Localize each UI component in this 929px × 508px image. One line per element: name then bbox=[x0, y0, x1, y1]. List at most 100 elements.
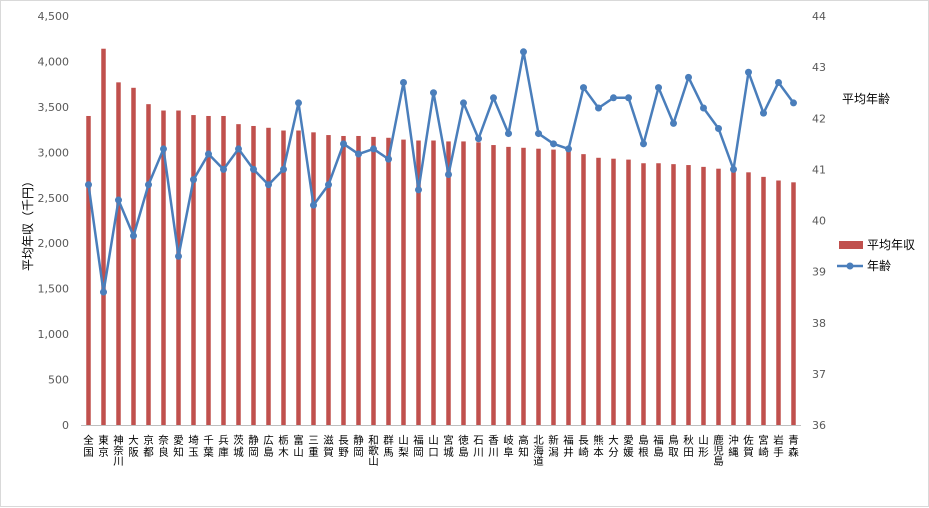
category-label: 大分 bbox=[608, 433, 619, 458]
age-marker bbox=[160, 145, 167, 153]
right-tick-label: 36 bbox=[812, 419, 826, 432]
age-marker bbox=[325, 181, 332, 189]
right-tick-label: 39 bbox=[812, 266, 826, 279]
right-axis-title: 平均年齢 bbox=[842, 91, 890, 106]
category-label: 佐賀 bbox=[743, 433, 754, 458]
age-marker bbox=[445, 170, 452, 178]
bar bbox=[401, 139, 406, 425]
bar bbox=[581, 154, 586, 425]
age-marker bbox=[340, 140, 347, 148]
bar bbox=[776, 180, 781, 425]
category-label: 和歌山 bbox=[368, 434, 379, 467]
left-tick-label: 2,000 bbox=[38, 237, 70, 250]
age-marker bbox=[745, 68, 752, 76]
left-axis-title: 平均年収（千円） bbox=[21, 175, 35, 271]
category-label: 新潟 bbox=[548, 433, 559, 458]
age-marker bbox=[430, 89, 437, 97]
age-marker bbox=[175, 252, 182, 260]
age-marker bbox=[715, 124, 722, 132]
bar bbox=[131, 87, 136, 426]
age-marker bbox=[760, 109, 767, 117]
bar bbox=[491, 145, 496, 425]
category-label: 山形 bbox=[698, 434, 709, 458]
category-label: 奈良 bbox=[158, 433, 169, 458]
category-label: 東京 bbox=[98, 433, 109, 458]
legend-swatch-bar bbox=[839, 241, 863, 249]
age-marker bbox=[100, 288, 107, 296]
bar bbox=[146, 104, 151, 425]
bar bbox=[536, 148, 541, 425]
right-tick-label: 42 bbox=[812, 112, 826, 125]
bar bbox=[656, 163, 661, 426]
category-label: 群馬 bbox=[383, 433, 394, 458]
category-label: 大阪 bbox=[128, 433, 139, 458]
bar bbox=[731, 168, 736, 425]
age-marker bbox=[520, 48, 527, 56]
bar bbox=[251, 125, 256, 425]
category-label: 愛知 bbox=[173, 433, 184, 458]
left-tick-label: 0 bbox=[62, 419, 69, 432]
right-tick-label: 40 bbox=[812, 215, 826, 228]
bar bbox=[551, 149, 556, 425]
category-label: 滋賀 bbox=[323, 433, 334, 458]
category-label: 三重 bbox=[308, 434, 319, 458]
right-tick-label: 41 bbox=[812, 163, 826, 176]
age-marker bbox=[190, 176, 197, 184]
category-label: 沖縄 bbox=[728, 433, 739, 458]
age-marker bbox=[685, 73, 692, 81]
category-label: 長野 bbox=[338, 434, 349, 458]
bar bbox=[236, 124, 241, 425]
category-label: 岩手 bbox=[773, 433, 784, 458]
category-label: 島根 bbox=[638, 433, 649, 458]
bar bbox=[356, 135, 361, 425]
right-tick-label: 38 bbox=[812, 317, 826, 330]
category-label: 宮崎 bbox=[758, 433, 769, 458]
legend: 平均年収 年齢 bbox=[837, 238, 915, 273]
bar bbox=[626, 159, 631, 426]
category-label: 愛媛 bbox=[623, 433, 634, 458]
category-label: 栃木 bbox=[278, 433, 289, 458]
category-label: 広島 bbox=[263, 433, 274, 458]
bar bbox=[341, 135, 346, 425]
age-marker bbox=[310, 201, 317, 209]
age-marker bbox=[610, 94, 617, 102]
bar bbox=[431, 140, 436, 426]
bar bbox=[281, 130, 286, 425]
age-marker bbox=[730, 165, 737, 173]
category-label: 高知 bbox=[518, 433, 529, 458]
age-marker bbox=[670, 119, 677, 127]
category-label: 石川 bbox=[473, 434, 484, 458]
bar bbox=[746, 172, 751, 425]
left-tick-label: 4,000 bbox=[38, 55, 70, 68]
category-labels: 全国東京神奈川大阪京都奈良愛知埼玉千葉兵庫茨城静岡広島栃木富山三重滋賀長野静岡和… bbox=[83, 433, 799, 467]
bar bbox=[686, 165, 691, 425]
age-marker bbox=[490, 94, 497, 102]
bar bbox=[116, 82, 121, 426]
category-label: 兵庫 bbox=[218, 433, 229, 458]
age-marker bbox=[625, 94, 632, 102]
bar bbox=[416, 140, 421, 426]
right-tick-label: 37 bbox=[812, 368, 826, 381]
age-marker bbox=[700, 104, 707, 112]
age-marker bbox=[535, 130, 542, 138]
age-marker bbox=[550, 140, 557, 148]
category-label: 静岡 bbox=[353, 433, 364, 458]
age-marker bbox=[370, 145, 377, 153]
age-marker bbox=[355, 150, 362, 158]
category-label: 京都 bbox=[143, 433, 154, 458]
bar bbox=[311, 132, 316, 426]
category-label: 静岡 bbox=[248, 433, 259, 458]
bar bbox=[476, 142, 481, 425]
category-label: 全国 bbox=[83, 433, 94, 458]
bar bbox=[521, 147, 526, 426]
age-marker bbox=[475, 135, 482, 143]
bar bbox=[191, 115, 196, 426]
bar bbox=[791, 182, 796, 425]
bar bbox=[86, 115, 91, 425]
bar bbox=[176, 110, 181, 425]
age-marker bbox=[595, 104, 602, 112]
bar-series bbox=[86, 48, 796, 426]
age-marker bbox=[265, 181, 272, 189]
age-marker bbox=[205, 150, 212, 158]
